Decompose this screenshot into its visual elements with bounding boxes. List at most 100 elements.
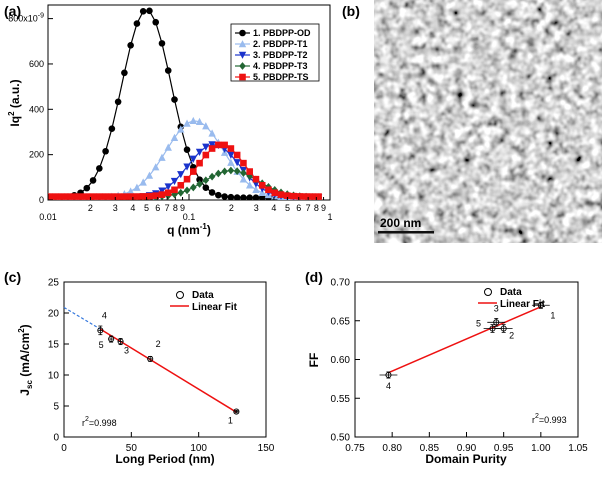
data-point-4	[183, 186, 191, 195]
data-point-5	[58, 193, 66, 200]
data-point-1	[158, 40, 166, 47]
data-point-5	[215, 141, 222, 149]
data-point-4	[171, 190, 178, 199]
data-point-5	[177, 182, 185, 189]
scale-bar	[378, 231, 434, 234]
data-point-4	[227, 166, 235, 175]
y-tick-label-a: 0	[39, 195, 44, 205]
data-point-2	[189, 116, 197, 125]
data-point-5	[233, 151, 241, 159]
data-point-1	[171, 96, 178, 103]
micrograph-image	[374, 0, 602, 243]
data-point-4	[196, 180, 203, 188]
x-tick-label-a: 0.1	[183, 212, 196, 222]
data-point	[537, 302, 544, 309]
data-point-5	[183, 175, 191, 183]
legend-a: 1. PBDPP-OD2. PBDPP-T13. PBDPP-T24. PBDP…	[230, 23, 320, 82]
data-point-3	[164, 183, 172, 191]
data-point-5	[309, 193, 316, 200]
data-point-4	[246, 172, 253, 180]
legend-d-data-marker	[484, 288, 492, 296]
data-point-2	[227, 158, 235, 166]
x-axis-title-c: Long Period (nm)	[115, 452, 214, 466]
data-point-3	[170, 177, 179, 186]
data-point-1	[146, 7, 153, 15]
data-point-5	[240, 159, 247, 167]
data-point-2	[202, 122, 210, 130]
data-point-5	[290, 192, 297, 200]
data-point-5	[158, 191, 166, 198]
data-point-5	[252, 175, 260, 183]
point-label: 3	[494, 303, 499, 313]
legend-c-data-label: Data	[192, 290, 214, 301]
data-point-3	[183, 163, 191, 171]
legend-d-data-label: Data	[500, 287, 522, 298]
y-tick-label: 20	[48, 309, 60, 320]
data-point-5	[89, 193, 97, 200]
data-point-5	[189, 168, 197, 175]
data-point-2	[164, 143, 172, 151]
point-label: 2	[156, 339, 161, 349]
y-axis-title-d: FF	[307, 353, 321, 368]
legend-label-4: 4. PBDPP-T3	[253, 61, 308, 71]
scale-bar-label: 200 nm	[380, 216, 421, 230]
x-minor-tick-label-a: 5	[285, 203, 290, 213]
data-point-4	[208, 172, 216, 181]
x-tick-label: 0.80	[382, 443, 402, 454]
x-minor-tick-label-a: 7	[306, 203, 311, 213]
data-point-5	[96, 193, 103, 200]
x-minor-tick-label-a: 6	[155, 203, 160, 213]
x-tick-label: 100	[190, 443, 207, 454]
x-tick-label: 50	[126, 443, 138, 454]
data-point-1	[246, 194, 253, 200]
x-minor-tick-label-a: 5	[144, 203, 149, 213]
y-tick-label: 0.50	[331, 433, 351, 444]
y-tick-label: 0.70	[331, 278, 351, 289]
legend-marker-3	[238, 51, 247, 59]
r2-annotation-c: r2=0.998	[82, 416, 117, 428]
data-point-1	[221, 193, 228, 200]
point-label: 4	[386, 381, 391, 391]
x-tick-label: 0.95	[494, 443, 514, 454]
x-minor-tick-label-a: 9	[180, 203, 185, 213]
legend-label-2: 2. PBDPP-T1	[253, 39, 308, 49]
data-point-5	[139, 193, 147, 200]
data-point-1	[133, 20, 141, 27]
data-point-5	[302, 193, 310, 200]
y-tick-label-a: 200	[29, 150, 44, 160]
y-tick-label: 0.60	[331, 355, 351, 366]
chart-c: 0 50 100 150 0 5 10 15 20 25 4 5 3 2 1 Long Period (n…	[17, 278, 275, 467]
data-point-3	[158, 187, 166, 195]
data-point-3	[202, 143, 210, 151]
data-point-5	[146, 192, 153, 200]
data-point-5	[283, 192, 291, 199]
data-point-1	[233, 194, 241, 200]
data-point-5	[171, 186, 178, 194]
data-point-2	[183, 119, 191, 127]
x-minor-tick-label-a: 7	[165, 203, 170, 213]
point-label: 4	[102, 310, 107, 320]
data-point-5	[48, 193, 53, 200]
data-point-1	[139, 8, 147, 15]
x-tick-label: 0.85	[420, 443, 440, 454]
data-point-1	[121, 69, 128, 77]
data-point-4	[221, 167, 228, 176]
data-point-4	[215, 169, 222, 178]
data-point-4	[233, 167, 241, 176]
data-point-2	[152, 163, 160, 171]
panel-label-d: (d)	[305, 269, 323, 285]
data-point-2	[139, 178, 147, 186]
data-point-1	[240, 194, 247, 200]
chart-d: 0.75 0.80 0.85 0.90 0.95 1.00 1.05 0.50 0.55 0.60…	[307, 278, 588, 467]
data-point-5	[83, 193, 91, 200]
y-tick-label: 0	[53, 433, 59, 444]
data-point-5	[208, 145, 216, 152]
legend-marker-5	[239, 73, 246, 81]
panel-label-b: (b)	[342, 3, 360, 19]
data-point-5	[70, 193, 78, 200]
x-tick-label: 0.90	[457, 443, 477, 454]
data-point-5	[52, 193, 59, 200]
x-tick-label: 1.00	[531, 443, 551, 454]
data-point-3	[177, 171, 185, 179]
x-minor-tick-label-a: 3	[254, 203, 259, 213]
